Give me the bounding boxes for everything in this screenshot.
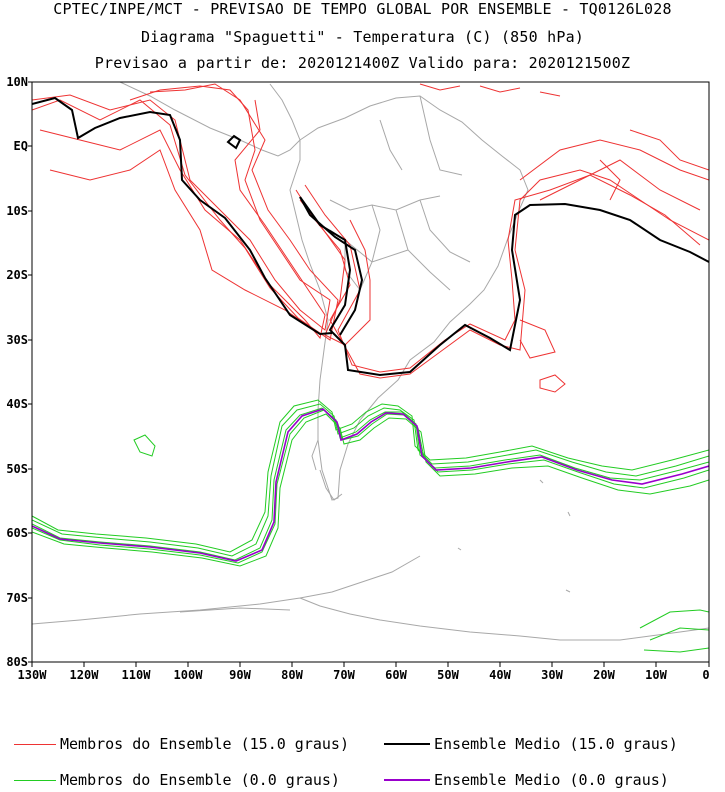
- title-line-3: Previsao a partir de: 2020121400Z Valido…: [94, 54, 631, 72]
- lon-label: 0: [702, 668, 710, 682]
- lat-label: 60S: [6, 526, 28, 540]
- legend-label: Ensemble Medio (15.0 graus): [434, 735, 678, 753]
- red-member-contour: [519, 319, 556, 359]
- lon-label: 70W: [333, 668, 355, 682]
- black-line-swatch: [384, 743, 430, 745]
- lon-label: 20W: [593, 668, 615, 682]
- red-member-contour: [295, 169, 709, 379]
- lon-label: 80W: [281, 668, 303, 682]
- green-member-contours: [32, 399, 709, 653]
- lat-label: 10S: [6, 204, 28, 218]
- central-america-coast: [119, 82, 301, 157]
- red-member-contour: [32, 85, 331, 331]
- lon-label: 50W: [437, 668, 459, 682]
- red-member-contour: [419, 83, 561, 97]
- map-frame: [31, 81, 710, 663]
- south-america-coast: [289, 95, 529, 501]
- legend-black-mean: Ensemble Medio (15.0 graus): [384, 735, 678, 753]
- lon-label: 90W: [229, 668, 251, 682]
- lon-label: 40W: [489, 668, 511, 682]
- lon-label: 110W: [121, 668, 151, 682]
- lat-label: EQ: [13, 139, 28, 153]
- legend-label: Membros do Ensemble (0.0 graus): [60, 771, 340, 789]
- black-mean-contour: [299, 196, 364, 336]
- lat-label: 70S: [6, 591, 28, 605]
- axis-ticks: [28, 81, 710, 667]
- islands: [457, 479, 571, 593]
- green-member-contour: [32, 413, 709, 567]
- purple-mean-contours: [32, 408, 709, 562]
- red-member-contour: [519, 139, 709, 211]
- title-line-2: Diagrama "Spaguetti" - Temperatura (C) (…: [140, 28, 585, 46]
- red-member-contour: [539, 374, 566, 393]
- purple-mean-contour: [32, 408, 709, 562]
- lat-label: 80S: [6, 655, 28, 669]
- lon-label: 120W: [69, 668, 99, 682]
- black-mean-contour: [226, 134, 242, 150]
- black-mean-contours: [32, 96, 709, 377]
- lat-label: 10N: [6, 75, 28, 89]
- lon-label: 30W: [541, 668, 563, 682]
- coastlines: [32, 82, 709, 641]
- spaghetti-map: [28, 81, 710, 667]
- red-member-contour: [599, 129, 709, 201]
- green-member-contour: [639, 609, 709, 653]
- legend-red-members: Membros do Ensemble (15.0 graus): [14, 735, 349, 753]
- lat-label: 40S: [6, 397, 28, 411]
- red-member-contour: [32, 83, 339, 341]
- red-member-contour: [304, 174, 701, 373]
- lat-label: 30S: [6, 333, 28, 347]
- black-mean-contour: [32, 96, 333, 336]
- antarctica-coast: [32, 555, 709, 641]
- lon-label: 10W: [645, 668, 667, 682]
- tierra-del-fuego: [311, 439, 343, 501]
- black-mean-contour: [299, 196, 709, 377]
- green-member-contour: [32, 409, 709, 564]
- red-member-contour: [299, 199, 371, 346]
- lon-label: 100W: [173, 668, 203, 682]
- green-member-contour: [32, 407, 709, 561]
- red-line-swatch: [14, 743, 56, 745]
- lon-label: 130W: [17, 668, 47, 682]
- lat-label: 50S: [6, 462, 28, 476]
- legend-green-members: Membros do Ensemble (0.0 graus): [14, 771, 340, 789]
- purple-line-swatch: [384, 779, 430, 781]
- legend-label: Ensemble Medio (0.0 graus): [434, 771, 669, 789]
- red-member-contour: [49, 149, 316, 331]
- green-member-contour: [32, 399, 709, 553]
- green-line-swatch: [14, 779, 56, 781]
- legend-purple-mean: Ensemble Medio (0.0 graus): [384, 771, 669, 789]
- green-member-contour: [133, 434, 156, 457]
- green-member-contour: [32, 403, 709, 557]
- lon-label: 60W: [385, 668, 407, 682]
- lat-label: 20S: [6, 268, 28, 282]
- country-borders: [329, 95, 471, 291]
- red-member-contours: [32, 83, 709, 393]
- title-line-1: CPTEC/INPE/MCT - PREVISAO DE TEMPO GLOBA…: [53, 0, 672, 18]
- legend-label: Membros do Ensemble (15.0 graus): [60, 735, 349, 753]
